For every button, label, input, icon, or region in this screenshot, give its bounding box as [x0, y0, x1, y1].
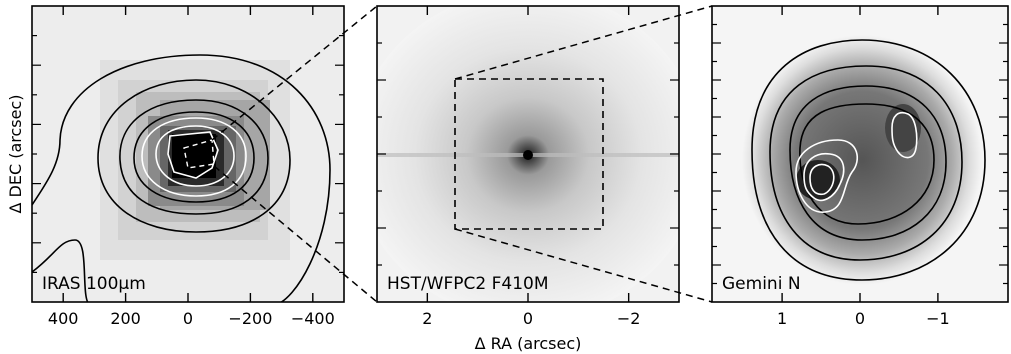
- hst-panel-label: HST/WFPC2 F410M: [387, 274, 549, 294]
- y-axis-label: Δ DEC (arcsec): [6, 94, 25, 213]
- iras-x-tick-labels: 400 200 0 −200 −400: [48, 309, 335, 328]
- iras-panel-label: IRAS 100μm: [42, 274, 146, 294]
- x-tick-label: −400: [291, 309, 335, 328]
- x-axis-label: Δ RA (arcsec): [475, 334, 582, 353]
- x-tick-label: 0: [523, 309, 533, 328]
- x-tick-label: −2: [617, 309, 641, 328]
- iras-panel: IRAS 100μm: [31, 5, 345, 303]
- x-tick-label: 400: [48, 309, 79, 328]
- hst-x-tick-labels: 2 0 −2: [422, 309, 640, 328]
- zoom-connectors: [211, 5, 713, 303]
- hst-image: [377, 6, 679, 302]
- iras-image: [32, 6, 344, 302]
- hst-panel: HST/WFPC2 F410M: [376, 5, 680, 303]
- x-tick-label: −200: [228, 309, 272, 328]
- x-tick-label: −1: [926, 309, 950, 328]
- gemini-panel-label: Gemini N: [722, 274, 801, 294]
- gemini-ticks: [712, 6, 1008, 302]
- gemini-image: [712, 6, 1008, 302]
- gemini-x-tick-labels: 1 0 −1: [777, 309, 950, 328]
- hst-ticks: [377, 6, 679, 302]
- x-tick-label: 2: [422, 309, 432, 328]
- x-tick-label: 0: [183, 309, 193, 328]
- x-tick-label: 200: [110, 309, 141, 328]
- iras-ticks: [32, 6, 344, 302]
- x-tick-label: 0: [855, 309, 865, 328]
- gemini-panel: Gemini N: [711, 5, 1009, 303]
- x-tick-label: 1: [777, 309, 787, 328]
